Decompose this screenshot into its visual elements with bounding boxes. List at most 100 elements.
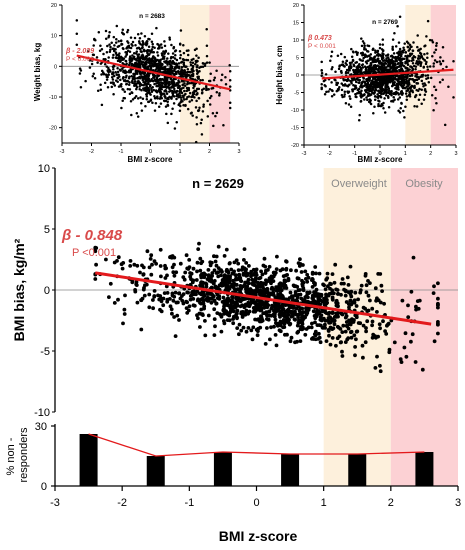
b-data-point (201, 301, 206, 306)
b-data-point (363, 340, 368, 345)
w-data-point (158, 97, 162, 100)
w-data-point (205, 54, 209, 58)
w-data-point (128, 61, 132, 64)
w-data-point (185, 76, 188, 79)
w-data-point (164, 68, 167, 72)
w-data-point (145, 58, 149, 62)
h-data-point (360, 59, 364, 62)
h-data-point (396, 62, 400, 66)
w-data-point (159, 90, 163, 94)
height-beta-label: β 0.473 (307, 35, 332, 42)
h-data-point (381, 38, 385, 41)
w-data-point (114, 52, 118, 55)
w-data-point (210, 87, 213, 90)
b-data-point (204, 297, 209, 302)
h-data-point (378, 84, 382, 87)
w-data-point (136, 56, 140, 59)
h-data-point (349, 73, 352, 77)
b-data-point (335, 324, 340, 329)
w-data-point (95, 56, 99, 59)
w-data-point (110, 85, 114, 89)
b-data-point (302, 298, 307, 303)
h-data-point (423, 88, 427, 91)
w-data-point (123, 90, 127, 93)
h-data-point (434, 97, 437, 100)
h-data-point (408, 77, 412, 81)
b-data-point (326, 284, 330, 289)
w-data-point (149, 84, 152, 87)
h-data-point (338, 86, 341, 89)
h-data-point (363, 44, 366, 48)
h-data-point (335, 83, 339, 87)
h-data-point (433, 59, 437, 62)
b-data-point (211, 281, 216, 286)
w-data-point (187, 49, 190, 52)
b-data-point (241, 325, 246, 330)
w-data-point (100, 69, 104, 73)
h-data-point (433, 85, 436, 89)
weight-fit-line (76, 54, 231, 91)
b-data-point (334, 287, 338, 292)
b-data-point (288, 304, 292, 309)
h-data-point (411, 84, 414, 88)
w-data-point (132, 56, 135, 59)
w-data-point (108, 50, 112, 53)
b-data-point (243, 268, 248, 273)
w-data-point (147, 76, 150, 79)
w-data-point (122, 57, 125, 61)
b-data-point (317, 331, 321, 336)
h-data-point (324, 73, 328, 76)
b-data-point (378, 272, 383, 276)
h-data-point (435, 44, 438, 47)
w-data-point (176, 86, 180, 89)
w-data-point (150, 40, 154, 43)
w-data-point (119, 85, 123, 88)
b-data-point (140, 263, 144, 268)
w-data-point (154, 101, 158, 105)
w-data-point (129, 100, 133, 103)
w-data-point (79, 69, 83, 72)
h-data-point (385, 85, 388, 89)
b-data-point (328, 320, 332, 325)
h-data-point (435, 60, 439, 64)
h-data-point (356, 92, 359, 95)
h-data-point (401, 92, 404, 95)
h-data-point (409, 45, 412, 49)
height-y-label: Height bias, cm (275, 45, 284, 104)
b-data-point (287, 317, 291, 322)
h-data-point (383, 91, 386, 94)
b-data-point (238, 304, 243, 309)
w-data-point (179, 89, 183, 93)
b-data-point (303, 295, 308, 299)
b-data-point (267, 264, 272, 269)
h-data-point (411, 49, 415, 53)
w-data-point (165, 112, 168, 116)
b-data-point (231, 305, 235, 309)
w-data-point (175, 89, 179, 93)
w-data-point (162, 85, 165, 88)
w-data-point (168, 38, 172, 41)
b-data-point (287, 322, 292, 327)
b-data-point (370, 319, 375, 324)
b-data-point (247, 281, 251, 286)
w-data-point (128, 59, 131, 62)
b-data-point (347, 305, 351, 310)
b-data-point (354, 337, 358, 342)
h-data-point (386, 95, 390, 98)
b-data-point (340, 330, 345, 334)
w-data-point (176, 93, 180, 96)
b-data-point (225, 285, 230, 290)
h-data-point (420, 61, 423, 64)
b-data-point (156, 293, 160, 298)
w-data-point (150, 57, 153, 61)
b-data-point (279, 282, 283, 286)
w-data-point (87, 49, 90, 53)
w-data-point (99, 44, 102, 47)
h-data-point (338, 64, 341, 67)
b-data-point (403, 331, 408, 336)
h-data-point (362, 71, 365, 74)
b-data-point (190, 280, 195, 285)
b-data-point (185, 266, 190, 271)
w-data-point (126, 87, 130, 91)
b-data-point (282, 280, 287, 285)
